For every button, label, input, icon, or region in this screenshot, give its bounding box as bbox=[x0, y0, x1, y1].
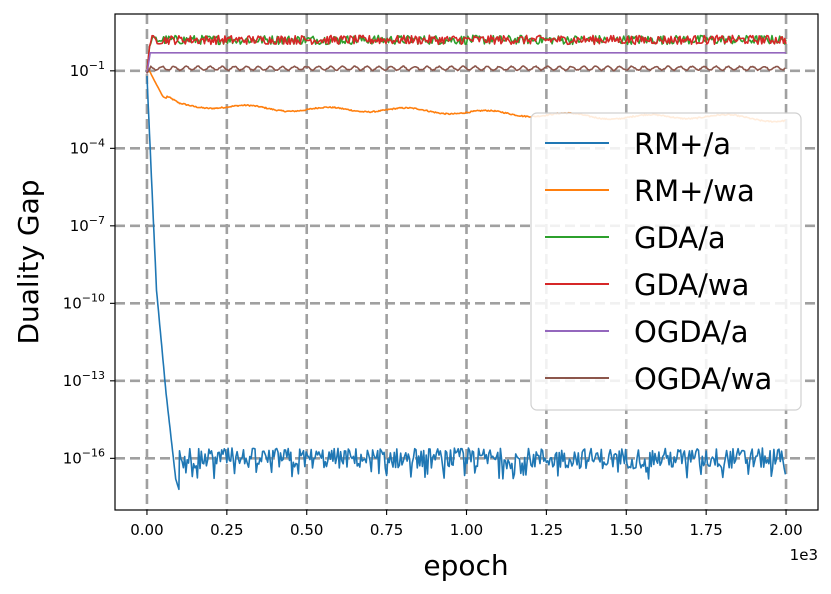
legend: RM+/a RM+/wa GDA/a GDA/wa OGDA/a OGDA/wa bbox=[530, 112, 802, 411]
x-tick-label: 1.50 bbox=[610, 521, 643, 539]
series-line-gda-wa bbox=[146, 34, 787, 74]
y-tick-label: 10−7 bbox=[70, 214, 105, 235]
x-tick-label: 0.75 bbox=[370, 521, 403, 539]
y-tick-label: 10−10 bbox=[63, 291, 105, 312]
x-tick-label: 0.50 bbox=[290, 521, 323, 539]
y-axis-ticks: 10−1 10−4 10−7 10−10 10−13 10−16 bbox=[63, 59, 115, 467]
legend-label: GDA/wa bbox=[634, 268, 749, 302]
legend-label: RM+/a bbox=[634, 127, 731, 161]
x-tick-label: 1.00 bbox=[450, 521, 483, 539]
y-axis-label: Duality Gap bbox=[12, 179, 45, 344]
y-tick-label: 10−1 bbox=[70, 59, 105, 80]
series-line-rm-a bbox=[146, 75, 787, 491]
x-tick-label: 2.00 bbox=[769, 521, 802, 539]
y-tick-label: 10−16 bbox=[63, 446, 105, 467]
legend-label: OGDA/a bbox=[634, 315, 749, 349]
x-tick-label: 1.25 bbox=[530, 521, 563, 539]
x-tick-label: 1.75 bbox=[689, 521, 722, 539]
series-lines bbox=[146, 34, 787, 491]
legend-label: RM+/wa bbox=[634, 174, 755, 208]
x-tick-label: 0.00 bbox=[130, 521, 163, 539]
x-tick-label: 0.25 bbox=[210, 521, 243, 539]
legend-box bbox=[530, 112, 802, 411]
x-axis-label: epoch bbox=[423, 549, 508, 582]
y-tick-label: 10−4 bbox=[70, 136, 105, 157]
legend-label: GDA/a bbox=[634, 221, 726, 255]
legend-label: OGDA/wa bbox=[634, 362, 772, 396]
x-axis-scale-label: 1e3 bbox=[790, 546, 818, 564]
y-tick-label: 10−13 bbox=[63, 369, 105, 390]
series-line-ogda-wa bbox=[146, 65, 786, 74]
x-axis-ticks: 0.00 0.25 0.50 0.75 1.00 1.25 1.50 1.75 2.00 bbox=[130, 510, 803, 539]
series-line-ogda-a bbox=[146, 52, 786, 74]
